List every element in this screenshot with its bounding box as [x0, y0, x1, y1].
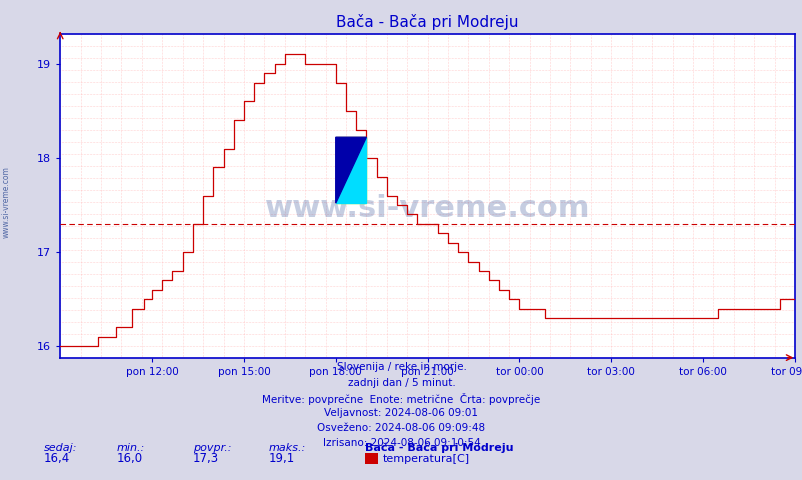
Text: www.si-vreme.com: www.si-vreme.com [265, 194, 589, 223]
Polygon shape [335, 137, 366, 203]
Text: maks.:: maks.: [269, 443, 306, 453]
Text: Osveženo: 2024-08-06 09:09:48: Osveženo: 2024-08-06 09:09:48 [317, 423, 485, 433]
Text: povpr.:: povpr.: [192, 443, 231, 453]
Text: Veljavnost: 2024-08-06 09:01: Veljavnost: 2024-08-06 09:01 [324, 408, 478, 418]
Text: Bača - Bača pri Modreju: Bača - Bača pri Modreju [365, 443, 513, 453]
Text: 16,4: 16,4 [44, 452, 71, 465]
Text: Izrisano: 2024-08-06 09:10:54: Izrisano: 2024-08-06 09:10:54 [322, 438, 480, 448]
Title: Bača - Bača pri Modreju: Bača - Bača pri Modreju [336, 13, 518, 30]
Text: zadnji dan / 5 minut.: zadnji dan / 5 minut. [347, 378, 455, 388]
Text: sedaj:: sedaj: [44, 443, 78, 453]
Polygon shape [335, 137, 366, 203]
Text: 17,3: 17,3 [192, 452, 219, 465]
Bar [335, 137, 366, 203]
Text: Slovenija / reke in morje.: Slovenija / reke in morje. [336, 362, 466, 372]
Text: temperatura[C]: temperatura[C] [383, 454, 469, 464]
Text: 19,1: 19,1 [269, 452, 295, 465]
Text: 16,0: 16,0 [116, 452, 143, 465]
Text: www.si-vreme.com: www.si-vreme.com [2, 166, 11, 238]
Text: Meritve: povprečne  Enote: metrične  Črta: povprečje: Meritve: povprečne Enote: metrične Črta:… [262, 393, 540, 405]
Text: min.:: min.: [116, 443, 144, 453]
